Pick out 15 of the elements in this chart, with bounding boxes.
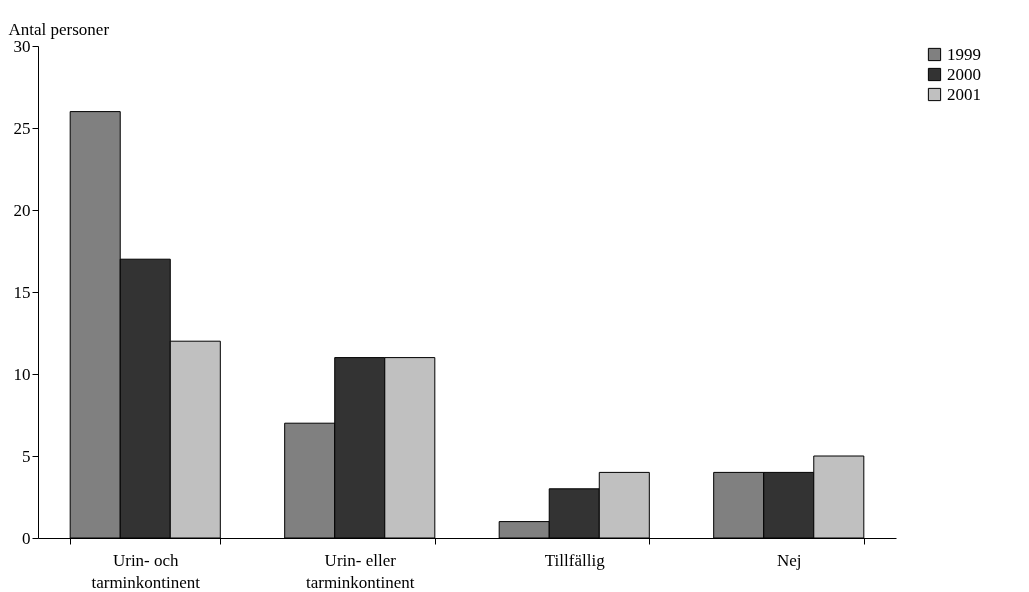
x-tick-label: Urin- och tarminkontinent: [91, 550, 201, 592]
y-tick-label: 15: [13, 282, 31, 302]
y-tick-label: 5: [22, 446, 31, 466]
x-tick-label: Tillfällig: [544, 550, 606, 570]
legend-label: 1999: [947, 44, 981, 64]
legend-label: 2001: [947, 84, 981, 104]
y-axis-title: Antal personer: [8, 19, 110, 39]
y-tick-label: 10: [13, 364, 31, 384]
y-tick-label: 30: [13, 36, 31, 56]
y-tick-label: 0: [22, 528, 31, 548]
x-tick-label: Nej: [776, 550, 802, 570]
y-tick-label: 20: [13, 200, 31, 220]
y-tick-label: 25: [13, 118, 31, 138]
legend-label: 2000: [947, 64, 981, 84]
x-tick-label: Urin- eller tarminkontinent: [305, 550, 415, 592]
